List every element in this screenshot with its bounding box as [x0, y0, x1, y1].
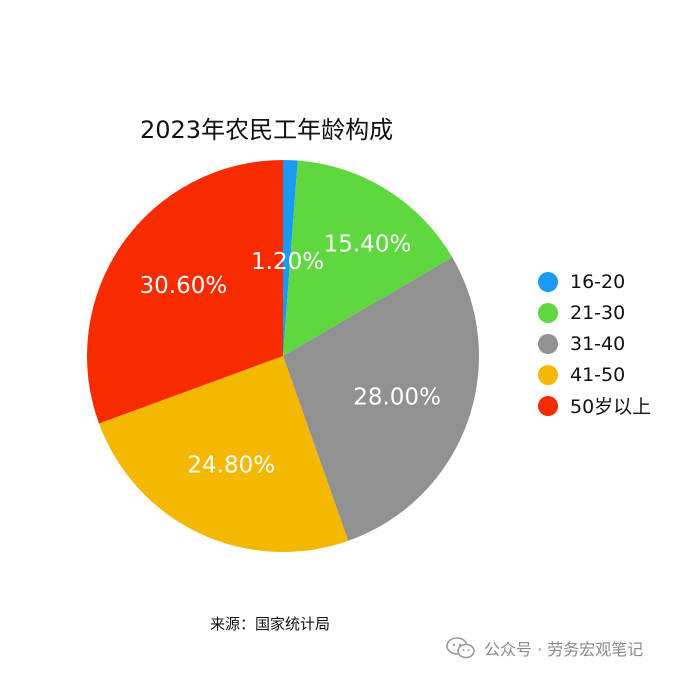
- legend-item-31-40: 31-40: [538, 328, 651, 359]
- pie-slice-50岁以上: [86, 159, 283, 424]
- legend-item-21-30: 21-30: [538, 297, 651, 328]
- legend-swatch: [538, 364, 558, 385]
- data-label-50岁以上: 30.60%: [140, 273, 228, 299]
- watermark: 公众号 · 劳务宏观笔记: [446, 636, 643, 660]
- pie-slice-21-30: [283, 160, 453, 356]
- legend-label: 16-20: [570, 270, 626, 293]
- legend-label: 50岁以上: [570, 396, 652, 418]
- pie-slice-16-20: [283, 160, 298, 356]
- legend-swatch: [538, 395, 558, 416]
- chart-title: 2023年农民工年龄构成: [140, 116, 394, 144]
- legend-item-50岁以上: 50岁以上: [538, 390, 651, 421]
- wechat-icon: [446, 637, 475, 659]
- pie-slice-31-40: [283, 257, 479, 541]
- source-note: 来源：国家统计局: [210, 615, 331, 633]
- legend-swatch: [538, 271, 558, 292]
- legend-item-16-20: 16-20: [538, 266, 651, 297]
- data-label-16-20: 1.20%: [251, 249, 324, 275]
- legend-swatch: [538, 302, 558, 323]
- legend: 16-20 21-30 31-40 41-50 50岁以上: [538, 266, 651, 421]
- pie-slice-41-50: [99, 356, 349, 552]
- legend-label: 21-30: [570, 301, 626, 324]
- legend-label: 41-50: [570, 363, 626, 386]
- legend-swatch: [538, 333, 558, 354]
- watermark-text: 公众号 · 劳务宏观笔记: [484, 640, 644, 659]
- data-label-21-30: 15.40%: [324, 231, 412, 257]
- data-label-41-50: 24.80%: [187, 452, 275, 478]
- data-label-31-40: 28.00%: [353, 384, 441, 410]
- legend-item-41-50: 41-50: [538, 359, 651, 390]
- legend-label: 31-40: [570, 332, 626, 355]
